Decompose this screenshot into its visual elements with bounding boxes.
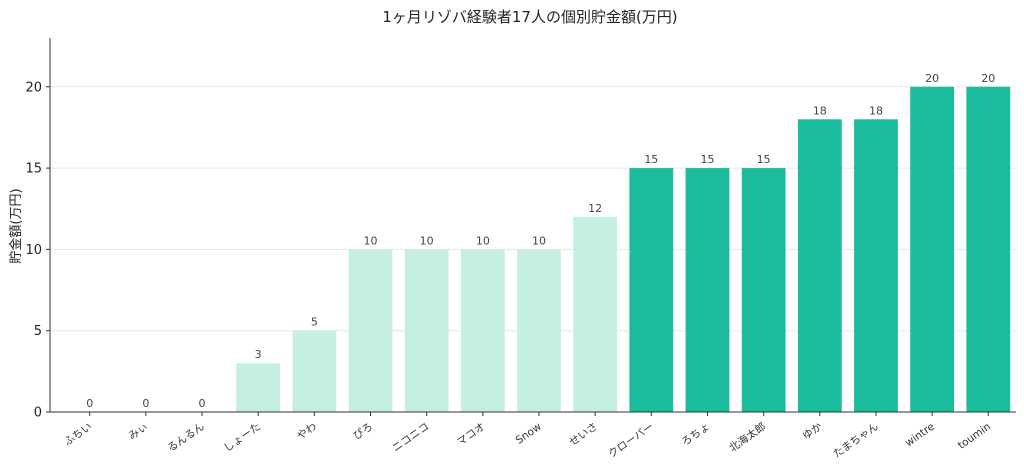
data-label: 15 <box>757 153 771 166</box>
y-axis-label: 貯金額(万円) <box>8 188 24 263</box>
x-tick-label: やわ <box>295 421 319 443</box>
bar <box>797 119 842 412</box>
data-label: 15 <box>644 153 658 166</box>
bar <box>685 168 730 412</box>
x-tick-label: toumin <box>956 421 993 452</box>
x-tick-label: せいさ <box>567 421 600 449</box>
data-label: 10 <box>420 234 434 247</box>
x-tick-label: マコオ <box>455 421 488 449</box>
x-tick-label: ろちょ <box>680 421 713 449</box>
x-tick-label: たまちゃん <box>831 421 881 461</box>
x-tick-label: クローバー <box>606 421 656 461</box>
y-ticks: 0 5 10 15 20 <box>25 80 50 421</box>
bar <box>517 249 561 412</box>
x-tick-label: しょーた <box>222 421 263 455</box>
x-tick-label: るんるん <box>165 421 206 455</box>
x-tick-label: ニコニコ <box>390 421 431 455</box>
bar <box>573 216 618 412</box>
y-tick-label: 5 <box>34 324 42 339</box>
x-tick-label: みぃ <box>126 421 150 443</box>
data-label: 18 <box>813 104 827 117</box>
bar <box>741 168 786 412</box>
x-tick-label: ふちい <box>62 421 94 449</box>
data-label: 10 <box>476 234 490 247</box>
data-label: 20 <box>925 72 939 85</box>
x-tick-label: wintre <box>903 421 937 450</box>
data-label: 0 <box>199 397 206 410</box>
data-label: 3 <box>255 348 262 361</box>
data-label: 12 <box>588 202 602 215</box>
bar <box>348 249 393 412</box>
axes <box>49 38 1016 413</box>
data-label: 10 <box>532 234 546 247</box>
x-tick-label: 北海太郎 <box>727 420 769 455</box>
data-label: 15 <box>700 153 714 166</box>
data-label: 0 <box>86 397 93 410</box>
bar <box>966 86 1011 413</box>
bar <box>460 249 505 412</box>
x-tick-label: ぴろ <box>351 421 375 443</box>
bar <box>236 363 281 412</box>
data-label: 0 <box>142 397 149 410</box>
y-tick-label: 10 <box>25 243 42 258</box>
x-tick-label: ゆか <box>800 420 824 442</box>
bar <box>404 249 449 412</box>
data-label: 10 <box>364 234 378 247</box>
y-tick-label: 15 <box>25 162 42 177</box>
bar <box>854 119 898 412</box>
data-label: 5 <box>311 316 318 329</box>
chart-title: 1ヶ月リゾバ経験者17人の個別貯金額(万円) <box>382 8 677 26</box>
bar <box>629 168 674 412</box>
y-tick-label: 0 <box>34 406 42 421</box>
bar <box>910 86 955 413</box>
data-labels: 0 0 0 3 5 10 10 10 10 12 15 15 15 18 18 20 20 <box>86 72 995 410</box>
x-ticks: ふちい みぃ るんるん しょーた やわ ぴろ ニコニコ マコオ Snow せいさ クローバー ろちょ北… <box>62 412 993 461</box>
y-tick-label: 20 <box>25 80 42 95</box>
bar <box>292 330 337 412</box>
data-label: 20 <box>981 72 995 85</box>
x-tick-label: Snow <box>514 420 544 446</box>
data-label: 18 <box>869 104 883 117</box>
bars <box>236 86 1011 413</box>
